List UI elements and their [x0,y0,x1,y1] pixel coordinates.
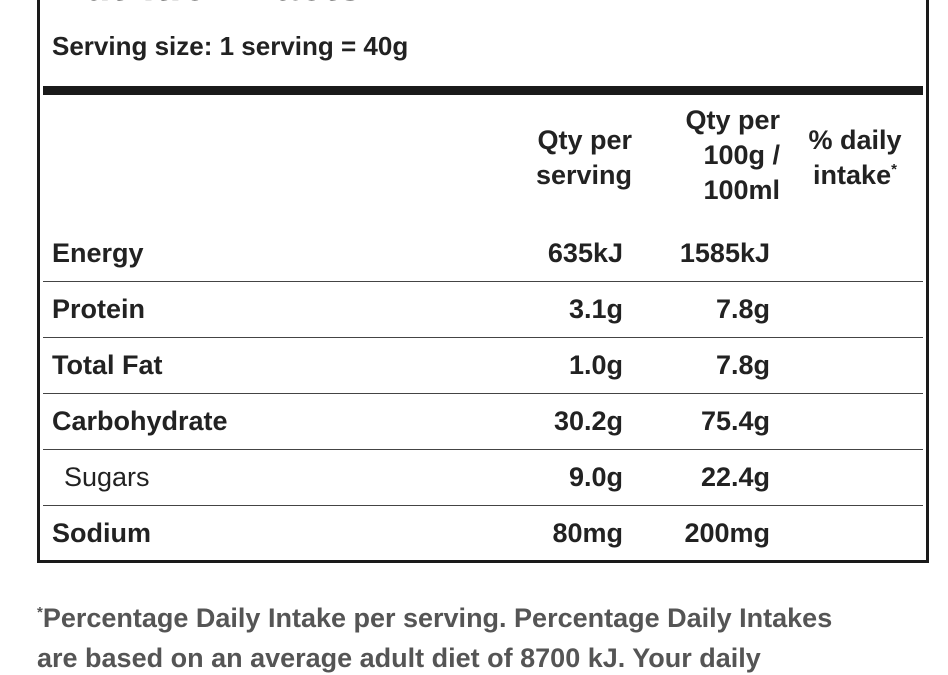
header-qty-per-100-line3: 100ml [703,175,780,205]
nutrition-panel: Nutrition Facts Serving size: 1 serving … [37,0,929,563]
serving-size: Serving size: 1 serving = 40g [52,31,409,61]
qty-per-100: 200mg [684,518,770,548]
footnote-line1: *Percentage Daily Intake per serving. Pe… [37,598,937,638]
daily-intake-asterisk: * [891,161,897,178]
header-daily-intake-line1: % daily [808,125,902,155]
daily-intake [803,505,913,560]
header-qty-per-100-line1: Qty per [685,105,780,135]
header-qty-per-serving-line1: Qty per [537,125,632,155]
footnote: *Percentage Daily Intake per serving. Pe… [37,598,937,675]
daily-intake [803,337,913,393]
header-daily-intake: % daily intake* [795,123,915,193]
header-qty-per-serving: Qty per serving [502,123,632,193]
footnote-asterisk: * [37,604,43,621]
table-row: Total Fat 1.0g 7.8g [43,337,923,394]
qty-per-serving: 3.1g [568,294,623,324]
qty-per-serving: 9.0g [568,462,623,492]
nutrient-name: Sugars [64,462,150,492]
qty-per-100: 75.4g [700,406,770,436]
table-row: Protein 3.1g 7.8g [43,281,923,338]
qty-per-serving: 80mg [552,518,623,548]
table-row: Sodium 80mg 200mg [43,505,923,560]
header-qty-per-100-line2: 100g / [703,140,780,170]
qty-per-serving: 30.2g [553,406,623,436]
header-qty-per-100: Qty per 100g / 100ml [652,103,780,208]
qty-per-100: 22.4g [700,462,770,492]
footnote-text1: Percentage Daily Intake per serving. Per… [42,603,833,633]
daily-intake [803,393,913,449]
qty-per-100: 7.8g [715,350,770,380]
qty-per-100: 7.8g [715,294,770,324]
table-row: Sugars 9.0g 22.4g [43,449,923,506]
header-daily-intake-line2: intake* [795,158,915,193]
qty-per-serving: 635kJ [547,238,623,268]
qty-per-serving: 1.0g [568,350,623,380]
nutrient-name: Total Fat [52,350,163,380]
footnote-line2: are based on an average adult diet of 87… [37,643,761,673]
nutrient-name: Carbohydrate [52,406,228,436]
thick-divider [43,86,923,95]
nutrient-name: Protein [52,294,146,324]
table-row: Energy 635kJ 1585kJ [43,225,923,282]
nutrient-name: Sodium [52,518,151,548]
header-daily-intake-word: intake [813,160,892,190]
header-qty-per-serving-line2: serving [535,160,632,190]
table-row: Carbohydrate 30.2g 75.4g [43,393,923,450]
nutrient-name: Energy [52,238,144,268]
daily-intake [803,449,913,505]
daily-intake [803,225,913,281]
qty-per-100: 1585kJ [679,238,770,268]
panel-title: Nutrition Facts [52,0,362,11]
daily-intake [803,281,913,337]
